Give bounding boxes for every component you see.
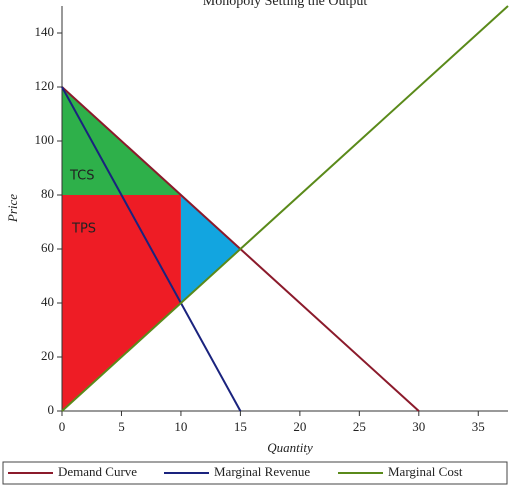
x-tick-label: 0 — [59, 419, 66, 434]
legend-label: Demand Curve — [58, 464, 137, 479]
x-tick-label: 35 — [472, 419, 485, 434]
legend-box — [2, 461, 508, 485]
x-tick-label: 30 — [412, 419, 425, 434]
x-axis-label: Quantity — [267, 440, 313, 455]
x-tick-label: 10 — [174, 419, 187, 434]
y-tick-label: 100 — [35, 132, 55, 147]
y-tick-label: 60 — [41, 240, 54, 255]
series-line — [61, 5, 509, 412]
x-tick-label: 20 — [293, 419, 306, 434]
y-tick-label: 40 — [41, 294, 54, 309]
series-line — [61, 86, 242, 412]
y-tick-label: 80 — [41, 186, 54, 201]
area-label: TPS — [71, 222, 96, 237]
y-axis-label: Price — [5, 194, 20, 223]
y-tick-label: 140 — [35, 24, 55, 39]
x-tick-label: 25 — [353, 419, 366, 434]
area-label: TCS — [69, 169, 95, 184]
y-tick-label: 20 — [41, 348, 54, 363]
y-tick-label: 0 — [48, 402, 55, 417]
chart-title: Monopoly Setting the Output — [203, 0, 368, 9]
x-tick-label: 15 — [234, 419, 247, 434]
legend-label: Marginal Revenue — [214, 464, 310, 479]
x-tick-label: 5 — [118, 419, 125, 434]
legend-label: Marginal Cost — [388, 464, 463, 479]
area — [180, 195, 241, 303]
y-tick-label: 120 — [35, 78, 55, 93]
